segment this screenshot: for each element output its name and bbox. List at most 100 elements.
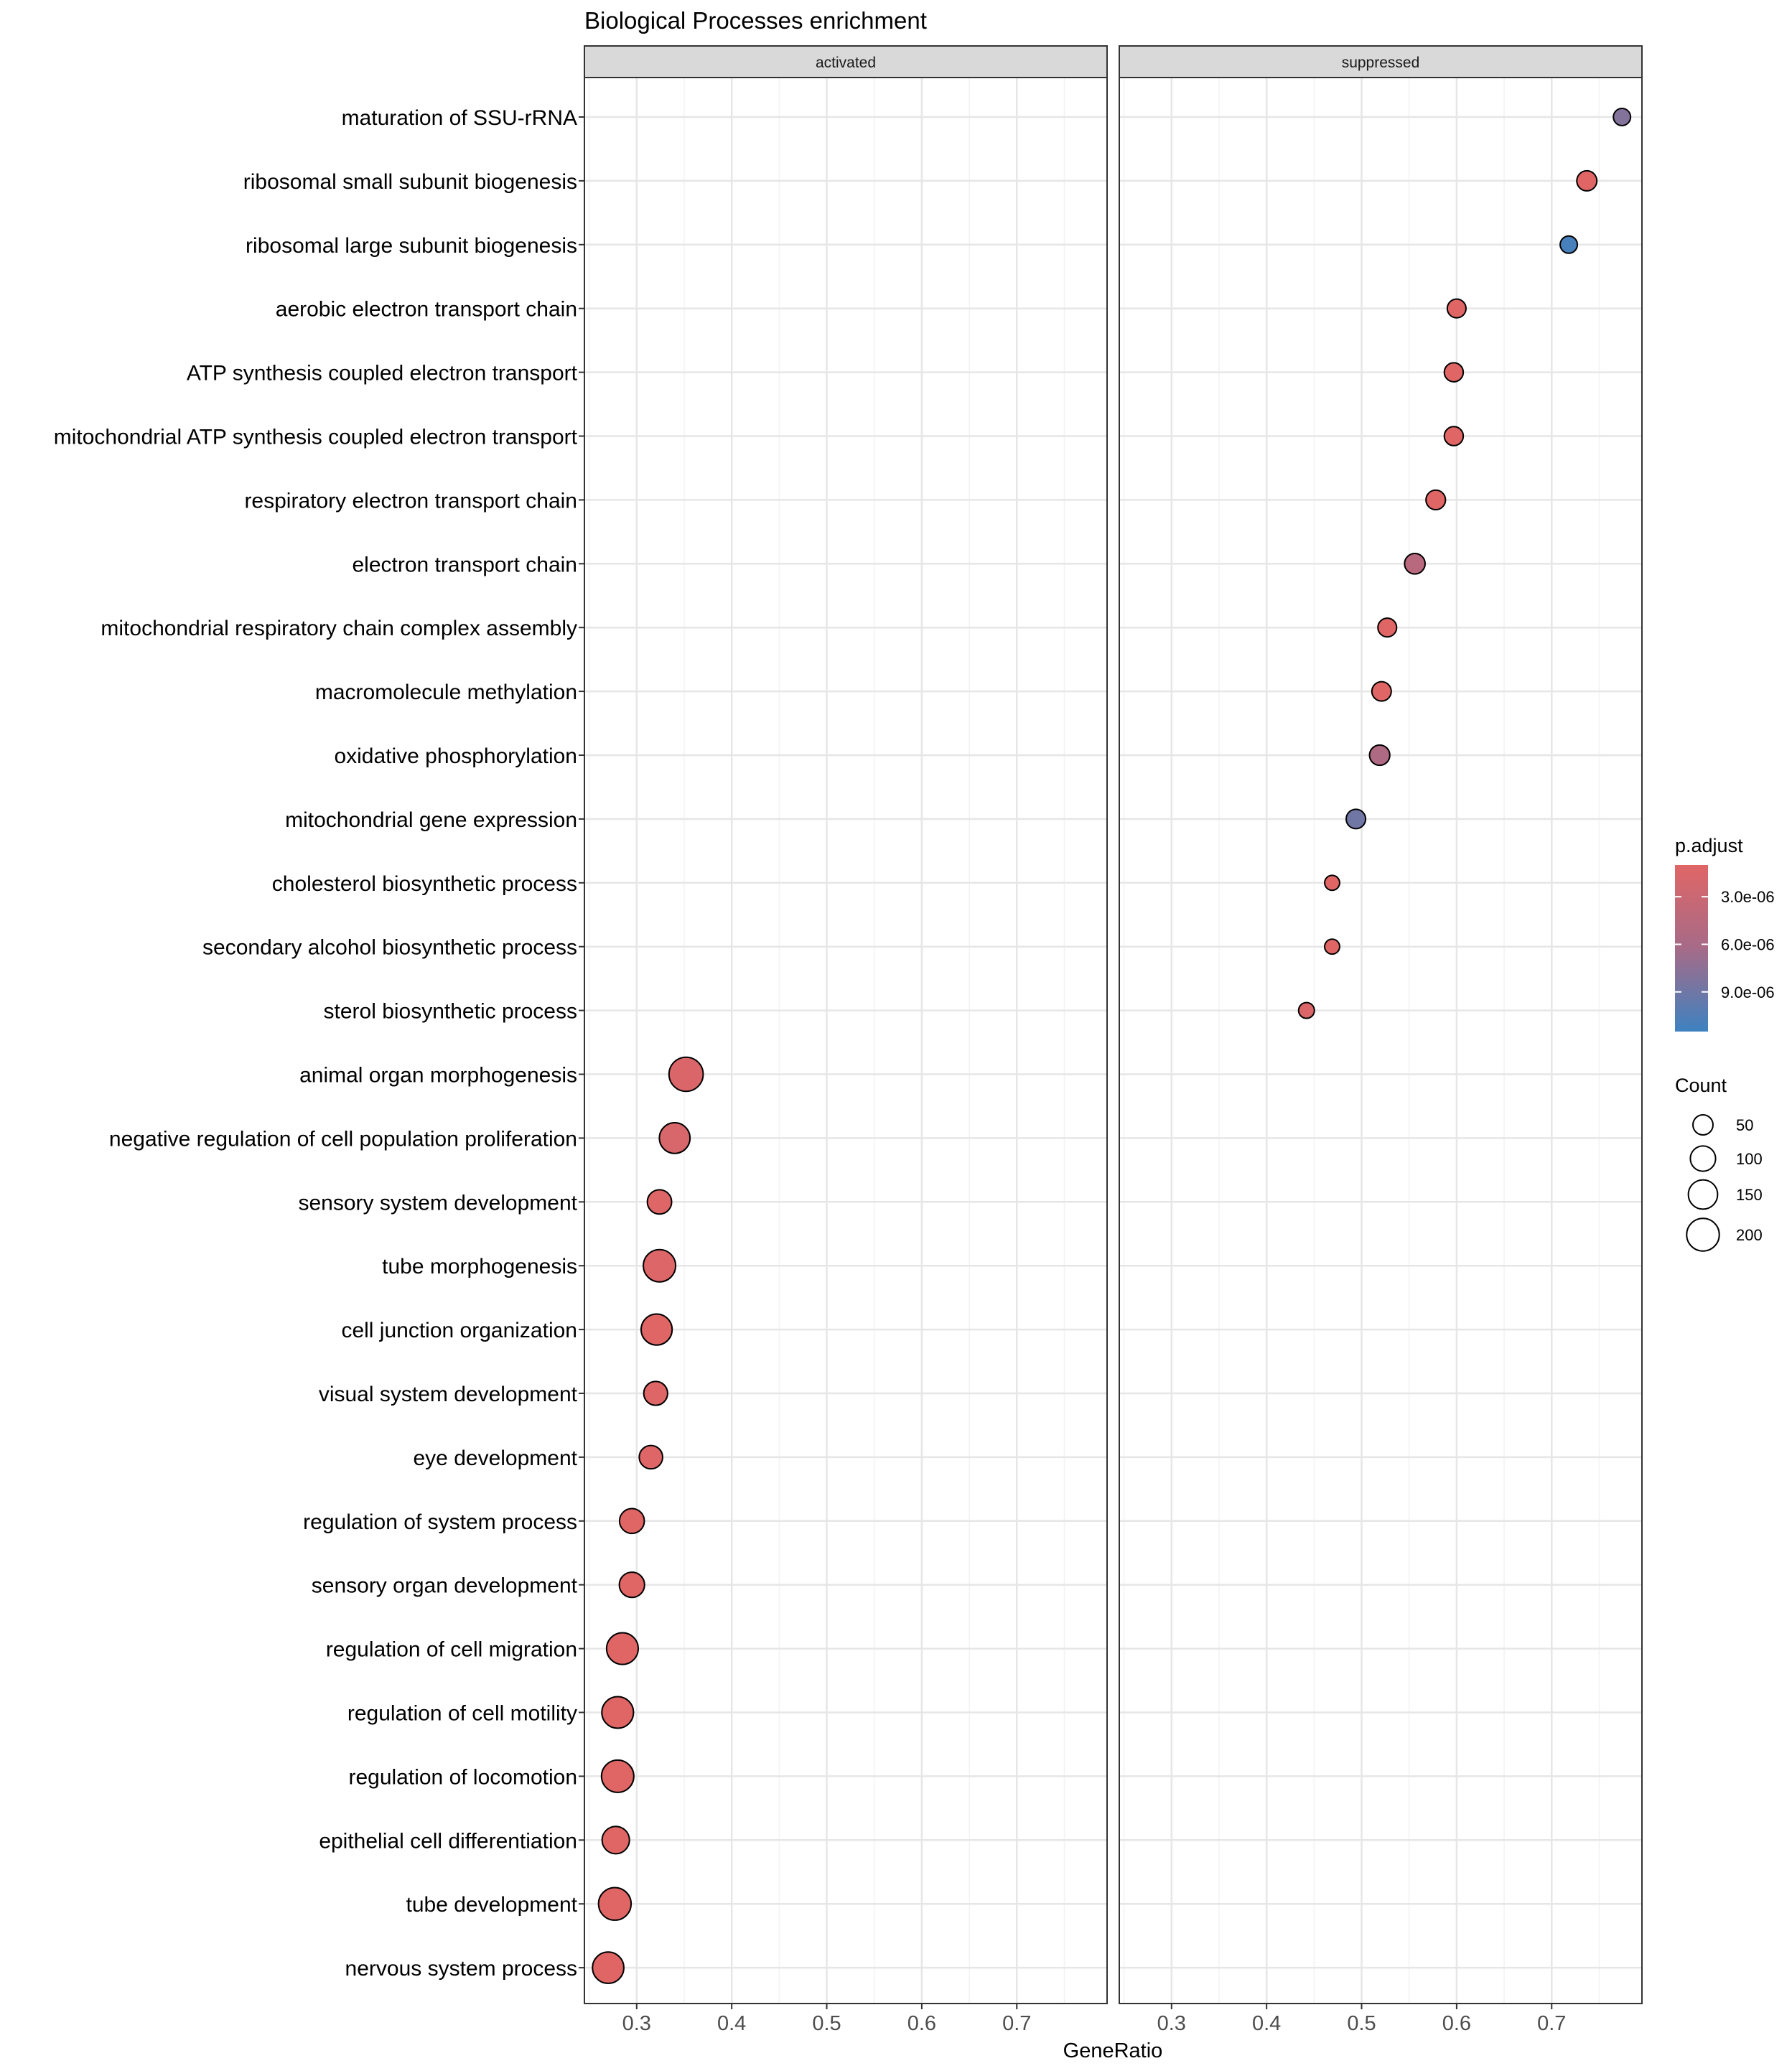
x-tick-label: 0.4 <box>1252 2012 1281 2035</box>
data-point <box>1404 552 1426 575</box>
data-point <box>1443 362 1465 383</box>
data-point <box>592 1951 625 1984</box>
y-tick-label: regulation of locomotion <box>348 1765 577 1789</box>
data-point <box>1371 681 1392 702</box>
data-point <box>1368 744 1391 767</box>
chart-title: Biological Processes enrichment <box>584 7 927 34</box>
size-legend-circle <box>1692 1114 1714 1136</box>
y-tick-label: tube development <box>406 1893 577 1917</box>
data-point <box>1559 235 1579 254</box>
data-point <box>600 1759 635 1793</box>
panel-background <box>1119 78 1642 2004</box>
size-legend-circle <box>1687 1179 1719 1210</box>
size-legend-circle <box>1686 1217 1720 1252</box>
y-tick-label: tube morphogenesis <box>382 1255 577 1278</box>
color-legend-label: 3.0e-06 <box>1721 888 1775 906</box>
y-tick-label: secondary alcohol biosynthetic process <box>202 936 577 960</box>
size-legend-label: 100 <box>1736 1150 1763 1168</box>
y-tick-label: ATP synthesis coupled electron transport <box>187 362 578 385</box>
x-tick-label: 0.3 <box>1157 2012 1186 2035</box>
y-tick-label: oxidative phosphorylation <box>334 744 577 768</box>
data-point <box>597 1887 633 1921</box>
y-tick-label: visual system development <box>319 1383 578 1406</box>
y-tick-label: cell junction organization <box>341 1319 577 1342</box>
y-tick-label: epithelial cell differentiation <box>319 1829 577 1853</box>
data-point <box>618 1507 645 1535</box>
size-legend-label: 150 <box>1736 1186 1763 1204</box>
size-legend-label: 200 <box>1736 1226 1763 1244</box>
grid-activated <box>584 78 1107 2004</box>
color-legend-label: 6.0e-06 <box>1721 935 1775 953</box>
data-point <box>640 1313 673 1346</box>
y-tick-label: sensory organ development <box>312 1574 578 1598</box>
data-point <box>1324 874 1340 892</box>
x-tick-label: 0.5 <box>1347 2012 1376 2035</box>
data-point <box>658 1122 691 1154</box>
data-point <box>605 1632 640 1665</box>
y-tick-label: aerobic electron transport chain <box>276 298 577 322</box>
x-tick-label: 0.7 <box>1002 2012 1031 2035</box>
y-tick-label: sensory system development <box>298 1191 577 1215</box>
size-legend-title: Count <box>1675 1075 1727 1096</box>
y-tick-label: mitochondrial ATP synthesis coupled elec… <box>54 426 578 449</box>
data-point <box>1443 426 1465 447</box>
facet-strip-label-activated: activated <box>816 55 876 71</box>
size-legend-circle <box>1689 1145 1717 1172</box>
y-axis-labels: maturation of SSU-rRNA ribosomal small su… <box>54 106 584 1981</box>
y-tick-label: macromolecule methylation <box>315 681 577 704</box>
data-point <box>646 1189 673 1215</box>
facet-panel-suppressed: suppressed 0.3 0.4 0.5 0.6 0.7 <box>1119 45 1643 2035</box>
y-tick-label: ribosomal small subunit biogenesis <box>243 170 577 194</box>
data-point <box>1377 617 1398 638</box>
data-point <box>1446 298 1467 319</box>
data-point <box>1324 938 1340 955</box>
color-legend-bar <box>1675 865 1708 1032</box>
y-tick-label: ribosomal large subunit biogenesis <box>246 234 577 258</box>
y-tick-label: regulation of cell migration <box>326 1638 577 1662</box>
panel-background <box>584 78 1107 2004</box>
y-tick-label: sterol biosynthetic process <box>324 1000 578 1024</box>
y-tick-label: regulation of system process <box>303 1510 577 1534</box>
data-point <box>643 1248 677 1283</box>
color-legend-title: p.adjust <box>1675 835 1743 856</box>
data-point <box>1425 489 1447 511</box>
data-point <box>618 1571 645 1599</box>
data-point <box>1345 808 1367 830</box>
y-tick-label: cholesterol biosynthetic process <box>272 872 577 896</box>
y-tick-label: animal organ morphogenesis <box>299 1064 577 1088</box>
x-tick-label: 0.3 <box>622 2012 651 2035</box>
y-tick-label: mitochondrial respiratory chain complex … <box>101 617 577 640</box>
data-point <box>668 1056 704 1093</box>
y-tick-label: respiratory electron transport chain <box>244 489 577 513</box>
data-point <box>643 1380 668 1406</box>
color-legend-ticks: 3.0e-06 6.0e-06 9.0e-06 <box>1675 888 1775 1001</box>
points-suppressed <box>1297 108 1632 1019</box>
x-tick-label: 0.7 <box>1537 2012 1566 2035</box>
color-legend: p.adjust 3.0e-06 6.0e-06 9.0e-06 <box>1675 835 1775 1032</box>
x-axis-activated: 0.3 0.4 0.5 0.6 0.7 <box>622 2004 1031 2035</box>
data-point <box>1613 108 1632 126</box>
y-tick-label: regulation of cell motility <box>347 1702 577 1726</box>
x-tick-label: 0.6 <box>1442 2012 1471 2035</box>
size-legend-items: 50 100 150 200 <box>1686 1114 1763 1252</box>
y-tick-label: mitochondrial gene expression <box>285 808 577 832</box>
y-tick-label: maturation of SSU-rRNA <box>342 106 577 130</box>
facet-strip-suppressed <box>1119 45 1643 78</box>
facet-strip-label-suppressed: suppressed <box>1342 55 1420 71</box>
panel-border-activated <box>584 77 1108 2004</box>
panel-border-suppressed <box>1119 77 1643 2004</box>
data-point <box>638 1444 663 1470</box>
y-tick-label: negative regulation of cell population p… <box>109 1127 577 1151</box>
color-legend-label: 9.0e-06 <box>1721 983 1775 1001</box>
size-legend-label: 50 <box>1736 1116 1753 1134</box>
data-point <box>601 1825 630 1855</box>
data-point <box>1297 1001 1315 1019</box>
x-axis-title: GeneRatio <box>1063 2039 1163 2062</box>
facet-panel-activated: activated 0.3 0.4 0.5 0.6 0.7 <box>584 45 1108 2035</box>
x-axis-suppressed: 0.3 0.4 0.5 0.6 0.7 <box>1157 2004 1566 2035</box>
data-point <box>1576 169 1598 192</box>
x-tick-label: 0.4 <box>717 2012 746 2035</box>
size-legend: Count 50 100 150 200 <box>1675 1075 1763 1252</box>
